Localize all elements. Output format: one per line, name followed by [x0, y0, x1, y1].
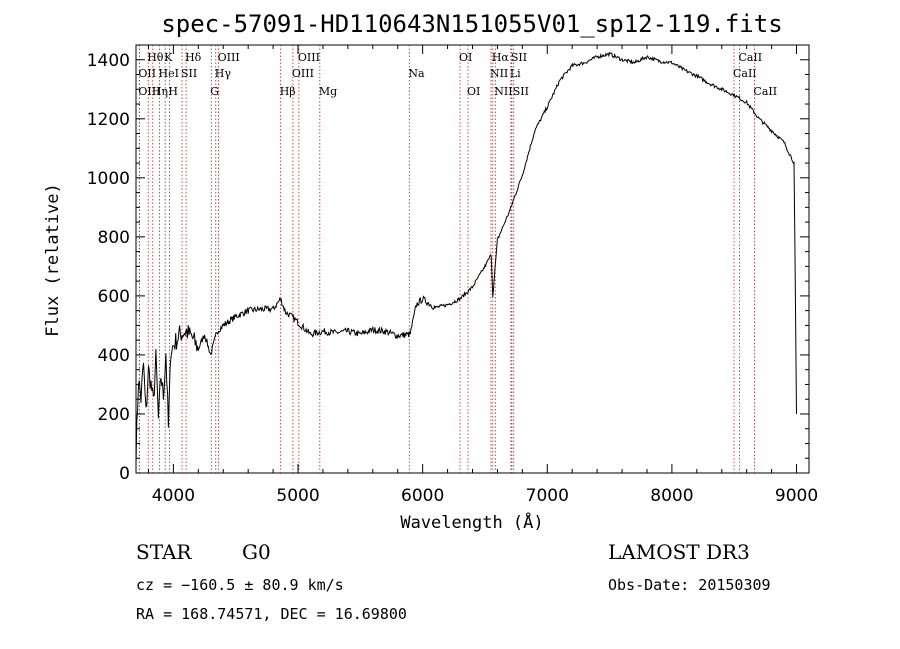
plot-frame — [135, 44, 810, 474]
spectral-line-label: OIII — [138, 85, 160, 98]
spectral-line-label: CaII — [753, 85, 777, 98]
spectral-line-label: Hδ — [185, 51, 202, 64]
spectral-line-label: SII — [513, 85, 529, 98]
spectral-line-label: H — [168, 85, 178, 98]
spectral-line-label: CaII — [738, 51, 762, 64]
axis-ticks-layer: 4000 5000 6000 7000 8000 9000 0 200 400 600 800 100… — [87, 44, 818, 506]
spectral-line-label: Hα — [492, 51, 510, 64]
spectral-line-label: SII — [181, 67, 197, 80]
object-subclass: G0 — [242, 540, 271, 564]
spectral-line-label: OIII — [292, 67, 314, 80]
spectral-line-label: Mg — [319, 85, 337, 98]
spectral-line-label: CaII — [733, 67, 757, 80]
spectral-line-label: Li — [510, 67, 521, 80]
y-tick-label: 0 — [119, 464, 130, 484]
x-tick-label: 5000 — [276, 486, 319, 506]
spectral-line-label: Na — [408, 67, 425, 80]
chart-title: spec-57091-HD110643N151055V01_sp12-119.f… — [161, 10, 782, 38]
coordinates: RA = 168.74571, DEC = 16.69800 — [136, 605, 407, 623]
spectral-line-label: OI — [459, 51, 472, 64]
y-tick-label: 200 — [98, 405, 130, 425]
x-tick-label: 8000 — [650, 486, 693, 506]
y-tick-label: 800 — [98, 228, 130, 248]
y-tick-label: 400 — [98, 346, 130, 366]
spectral-line-label: Hβ — [280, 85, 296, 98]
x-tick-label: 6000 — [401, 486, 444, 506]
survey-label: LAMOST DR3 — [608, 540, 750, 564]
spectral-line-label: G — [210, 85, 219, 98]
spectral-line-label: OIII — [218, 51, 240, 64]
series-layer — [135, 52, 797, 466]
spectral-line-label: OIII — [298, 51, 320, 64]
x-axis-label: Wavelength (Å) — [400, 511, 543, 533]
spectral-line-label: Hη — [152, 85, 168, 98]
spectral-line-label: SII — [511, 51, 527, 64]
y-tick-label: 1200 — [87, 110, 130, 130]
x-tick-label: 4000 — [152, 486, 195, 506]
spectrum-line — [135, 52, 797, 466]
y-tick-label: 600 — [98, 287, 130, 307]
object-class: STAR — [136, 540, 192, 564]
x-tick-label: 9000 — [775, 486, 818, 506]
spectral-line-label: HeI — [159, 67, 179, 80]
spectral-line-label: K — [164, 51, 173, 64]
spectral-line-label: Hγ — [215, 67, 232, 80]
y-tick-label: 1400 — [87, 51, 130, 71]
spectral-line-label: OI — [467, 85, 480, 98]
y-axis-label: Flux (relative) — [43, 183, 63, 337]
spectral-line-label: OII — [138, 67, 156, 80]
spectral-line-label: NII — [490, 67, 508, 80]
redshift-info: cz = −160.5 ± 80.9 km/s — [136, 576, 344, 594]
obs-date: Obs-Date: 20150309 — [608, 576, 771, 594]
x-tick-label: 7000 — [526, 486, 569, 506]
y-tick-label: 1000 — [87, 169, 130, 189]
spectral-line-label: Hθ — [147, 51, 164, 64]
spectral-line-label: NII — [494, 85, 512, 98]
